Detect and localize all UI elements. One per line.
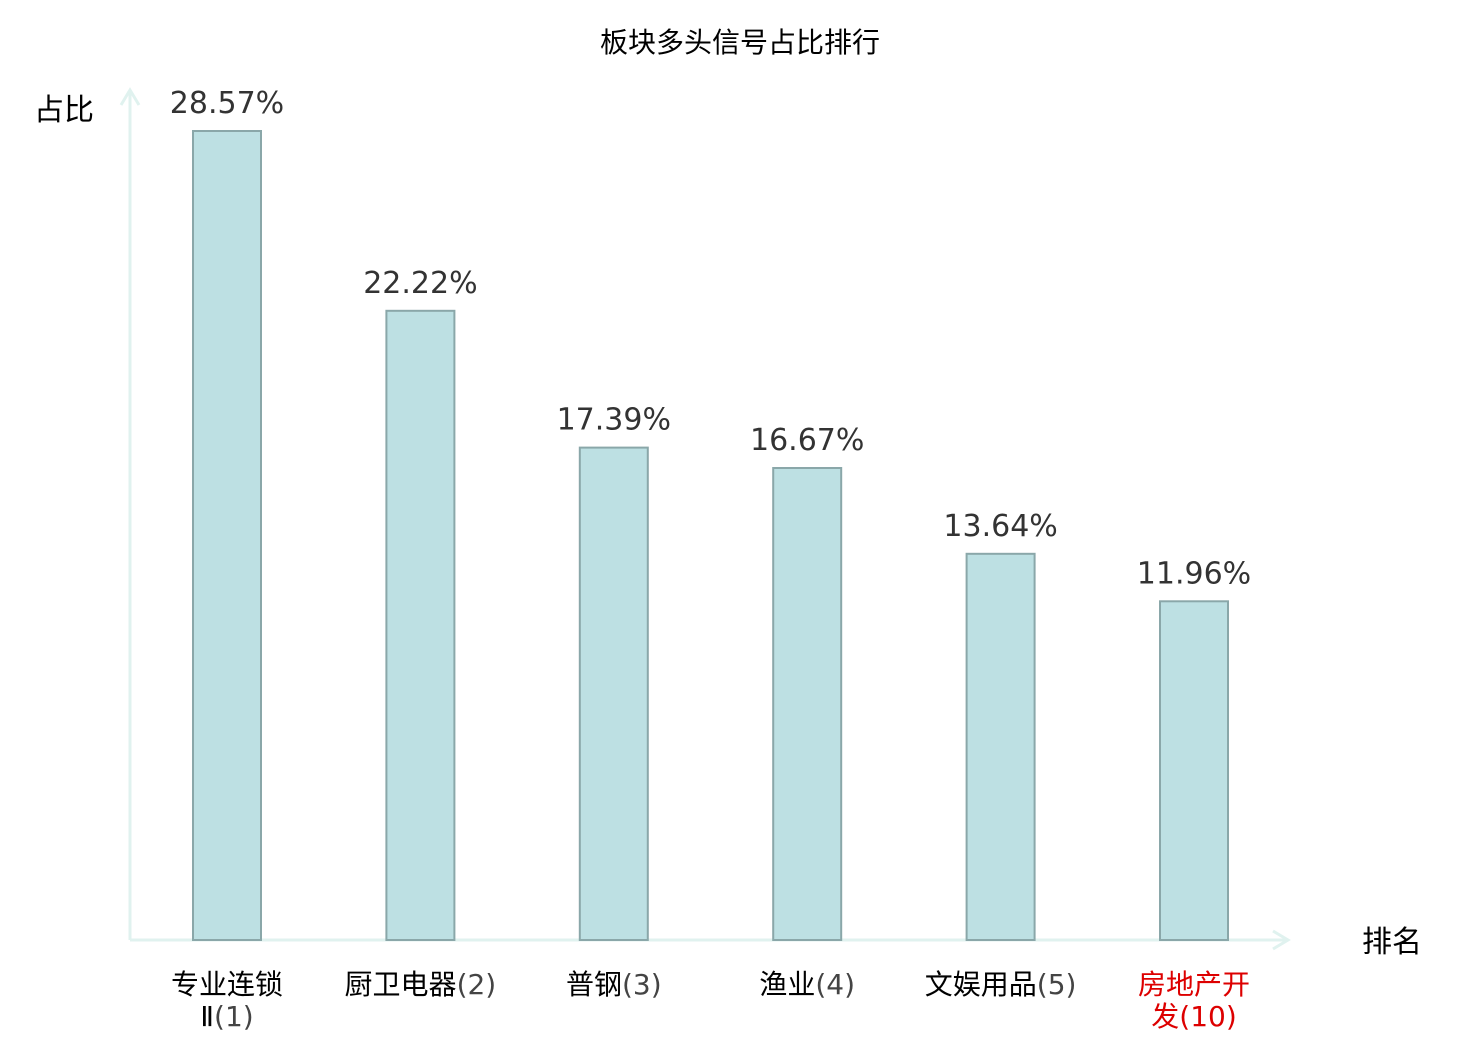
value-label-2: 22.22% xyxy=(363,266,477,301)
bar-5 xyxy=(965,552,1036,941)
category-rank: (10) xyxy=(1179,1000,1236,1033)
category-name-cont: 发 xyxy=(1151,1000,1179,1033)
category-name: 渔业 xyxy=(759,968,815,1001)
category-label-3: 普钢(3) xyxy=(566,968,662,1001)
category-label-2: 厨卫电器(2) xyxy=(345,968,497,1001)
category-name: 厨卫电器 xyxy=(345,968,457,1001)
value-label-3: 17.39% xyxy=(557,403,671,438)
category-name-cont: Ⅱ xyxy=(200,1000,214,1033)
category-label-6: 房地产开发(10) xyxy=(1138,968,1250,1033)
category-label-1: 专业连锁 Ⅱ(1) xyxy=(171,968,283,1033)
category-rank: (3) xyxy=(622,968,662,1001)
category-rank: (2) xyxy=(457,968,497,1001)
x-axis-arrow xyxy=(1272,929,1291,951)
bar-6 xyxy=(1159,600,1229,941)
chart-title: 板块多头信号占比排行 xyxy=(600,26,880,59)
bar-1 xyxy=(192,130,262,941)
category-labels: 专业连锁 Ⅱ(1) 厨卫电器(2) 普钢(3) 渔业(4) 文娱用品(5) 房地产开发(10… xyxy=(171,968,1250,1033)
category-name: 文娱用品 xyxy=(925,968,1037,1001)
category-name: 房地产开 xyxy=(1138,968,1250,1001)
y-axis-arrow xyxy=(119,87,141,106)
category-label-5: 文娱用品(5) xyxy=(925,968,1077,1001)
value-labels: 28.57% 22.22% 17.39% 16.67% 13.64% 11.96% xyxy=(170,86,1251,591)
bar-3 xyxy=(578,446,649,941)
category-label-4: 渔业(4) xyxy=(759,968,855,1001)
category-rank: (4) xyxy=(815,968,855,1001)
bar-4 xyxy=(772,467,843,941)
value-label-1: 28.57% xyxy=(170,86,284,121)
y-axis-label: 占比 xyxy=(34,93,94,128)
bars xyxy=(192,130,1229,941)
bar-2 xyxy=(385,309,456,941)
value-label-5: 13.64% xyxy=(943,509,1057,544)
category-name: 专业连锁 xyxy=(171,968,283,1001)
axes xyxy=(119,87,1291,951)
value-label-4: 16.67% xyxy=(750,423,864,458)
category-name: 普钢 xyxy=(566,968,622,1001)
value-label-6: 11.96% xyxy=(1137,556,1251,591)
x-axis-label: 排名 xyxy=(1362,925,1422,960)
category-rank: (1) xyxy=(214,1000,254,1033)
category-rank: (5) xyxy=(1037,968,1077,1001)
